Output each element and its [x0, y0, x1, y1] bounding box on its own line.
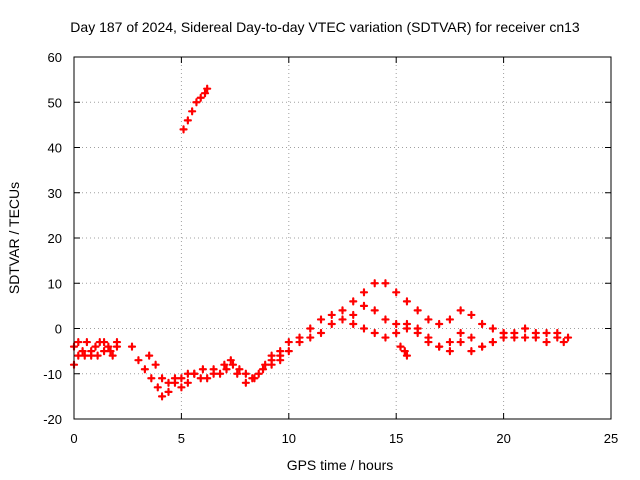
- y-tick-label: -20: [43, 412, 62, 427]
- series-trough-2: [145, 351, 285, 392]
- x-tick-label: 20: [496, 431, 510, 446]
- y-tick-label: 40: [48, 141, 62, 156]
- series-markers: [349, 319, 497, 356]
- y-tick-labels: -20 -10 0 10 20 30 40 50 60: [43, 50, 62, 427]
- y-tick-label: 10: [48, 276, 62, 291]
- y-tick-label: -10: [43, 367, 62, 382]
- grid: [74, 57, 611, 419]
- series-markers: [510, 328, 568, 347]
- y-tick-label: 30: [48, 186, 62, 201]
- series-markers: [499, 324, 573, 342]
- series-rise: [267, 279, 508, 360]
- x-tick-label: 25: [604, 431, 618, 446]
- y-axis-label: SDTVAR / TECUs: [6, 182, 22, 294]
- series-isolated-15: [396, 342, 412, 360]
- series-late-evening-2: [510, 328, 568, 347]
- series-markers: [179, 84, 212, 134]
- x-tick-label: 0: [70, 431, 77, 446]
- x-tick-label: 15: [389, 431, 403, 446]
- chart-title: Day 187 of 2024, Sidereal Day-to-day VTE…: [70, 19, 580, 35]
- tick-marks: [73, 56, 612, 420]
- series-markers: [267, 279, 508, 360]
- y-tick-label: 20: [48, 231, 62, 246]
- x-tick-labels: 0 5 10 15 20 25: [70, 431, 618, 446]
- y-tick-label: 60: [48, 50, 62, 65]
- data-series: [69, 84, 573, 401]
- series-rise-3: [349, 319, 497, 356]
- series-late-evening: [499, 324, 573, 342]
- y-tick-label: 0: [55, 322, 62, 337]
- series-markers: [396, 342, 412, 360]
- y-tick-label: 50: [48, 95, 62, 110]
- x-tick-label: 10: [282, 431, 296, 446]
- x-tick-label: 5: [178, 431, 185, 446]
- series-high-arc: [179, 84, 212, 134]
- x-axis-label: GPS time / hours: [287, 457, 394, 473]
- series-markers: [145, 351, 285, 392]
